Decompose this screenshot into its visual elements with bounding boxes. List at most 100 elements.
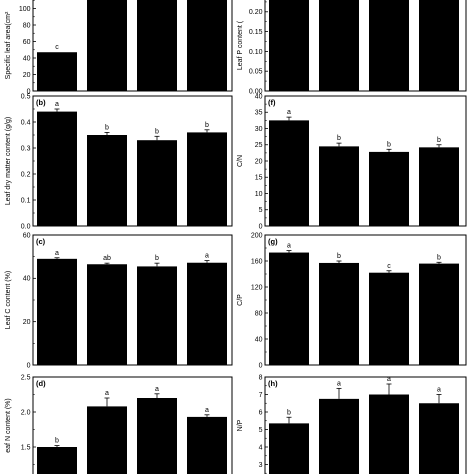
- bar: [87, 0, 127, 91]
- panel-label: (d): [36, 379, 46, 388]
- significance-letter: c: [387, 263, 391, 270]
- y-tick-label: 3: [259, 462, 263, 469]
- y-tick-label: 40: [255, 93, 263, 100]
- bar: [187, 0, 227, 91]
- significance-letter: ab: [103, 255, 111, 262]
- bar: [369, 272, 409, 365]
- bar: [419, 403, 459, 474]
- y-tick-label: 1.5: [21, 444, 31, 451]
- bar: [369, 151, 409, 226]
- bar: [319, 398, 359, 474]
- significance-letter: a: [437, 387, 441, 394]
- bar: [269, 120, 309, 226]
- y-axis-label: N/P: [237, 419, 244, 431]
- y-tick-label: 100: [19, 6, 31, 13]
- significance-letter: b: [437, 254, 441, 261]
- significance-letter: b: [337, 135, 341, 142]
- significance-letter: b: [105, 124, 109, 131]
- y-tick-label: 20: [255, 158, 263, 165]
- y-tick-label: 10: [255, 191, 263, 198]
- y-tick-label: 20: [23, 319, 31, 326]
- significance-letter: b: [55, 438, 59, 445]
- y-tick-label: 0.2: [21, 171, 31, 178]
- panel-label: (f): [268, 98, 276, 107]
- y-tick-label: 0: [27, 362, 31, 369]
- y-tick-label: 0.10: [249, 49, 263, 56]
- significance-letter: b: [337, 253, 341, 260]
- bar: [419, 263, 459, 365]
- bar: [137, 266, 177, 365]
- y-tick-label: 40: [255, 336, 263, 343]
- bar: [37, 447, 77, 474]
- significance-letter: a: [155, 386, 159, 393]
- bar: [319, 0, 359, 91]
- bar: [137, 398, 177, 474]
- panel-top-right: 0.000.050.100.150.200.25Leaf P content (: [237, 0, 467, 95]
- significance-letter: a: [287, 109, 291, 116]
- y-tick-label: 25: [255, 142, 263, 149]
- y-tick-label: 40: [23, 55, 31, 62]
- significance-letter: a: [205, 407, 209, 414]
- significance-letter: a: [55, 250, 59, 257]
- y-axis-label: Specific leaf area(cm²: [5, 11, 12, 79]
- bar: [269, 252, 309, 365]
- y-tick-label: 7: [259, 392, 263, 399]
- significance-letter: b: [155, 255, 159, 262]
- y-axis-label: C/N: [237, 155, 244, 167]
- panel-label: (b): [36, 98, 46, 107]
- significance-letter: b: [205, 122, 209, 129]
- y-tick-label: 80: [23, 22, 31, 29]
- y-axis-label: Leaf dry matter content (g/g): [5, 117, 12, 205]
- bar: [319, 262, 359, 365]
- y-tick-label: 0.3: [21, 145, 31, 152]
- bar: [319, 146, 359, 226]
- bar: [87, 135, 127, 226]
- significance-letter: a: [205, 253, 209, 260]
- panel-b: 0.0 0.1 0.2 0.3 0.4 0.5 Leaf dry matter conten…: [5, 93, 233, 230]
- y-tick-label: 15: [255, 175, 263, 182]
- bar: [419, 147, 459, 226]
- significance-letter: a: [287, 243, 291, 250]
- y-tick-label: 0: [259, 223, 263, 230]
- panel-label: (g): [268, 237, 278, 246]
- panel-c: 0 20 40 60 Leaf C content (%) (c) a ab b a: [5, 232, 233, 369]
- bar: [137, 0, 177, 91]
- bar: [87, 264, 127, 365]
- bar: [419, 0, 459, 91]
- y-tick-label: 2.0: [21, 409, 31, 416]
- y-tick-label: 200: [251, 232, 263, 239]
- y-tick-label: 0.20: [249, 9, 263, 16]
- y-axis-label: Leaf P content (: [237, 20, 244, 70]
- y-axis-label: eaf N content (%): [5, 398, 12, 452]
- significance-letter: b: [287, 409, 291, 416]
- y-tick-label: 5: [259, 427, 263, 434]
- bar: [87, 406, 127, 474]
- y-tick-label: 0.1: [21, 197, 31, 204]
- significance-letter: a: [387, 376, 391, 383]
- y-tick-label: 0: [27, 88, 31, 95]
- y-tick-label: 0: [259, 362, 263, 369]
- y-tick-label: 30: [255, 126, 263, 133]
- y-tick-label: 4: [259, 444, 263, 451]
- bar: [369, 0, 409, 91]
- y-tick-label: 2.5: [21, 374, 31, 381]
- bar: [37, 258, 77, 365]
- panel-label: (c): [36, 237, 46, 246]
- significance-letter: b: [437, 137, 441, 144]
- y-tick-label: 6: [259, 409, 263, 416]
- bar: [37, 111, 77, 226]
- y-tick-label: 60: [23, 39, 31, 46]
- bar: [369, 394, 409, 474]
- bar: [269, 423, 309, 474]
- bar: [137, 140, 177, 226]
- y-tick-label: 120: [251, 284, 263, 291]
- y-tick-label: 20: [23, 72, 31, 79]
- y-tick-label: 8: [259, 374, 263, 381]
- y-tick-label: 0.00: [249, 88, 263, 95]
- significance-letter: c: [55, 44, 59, 51]
- significance-letter: b: [387, 141, 391, 148]
- y-tick-label: 35: [255, 110, 263, 117]
- bar: [37, 52, 77, 91]
